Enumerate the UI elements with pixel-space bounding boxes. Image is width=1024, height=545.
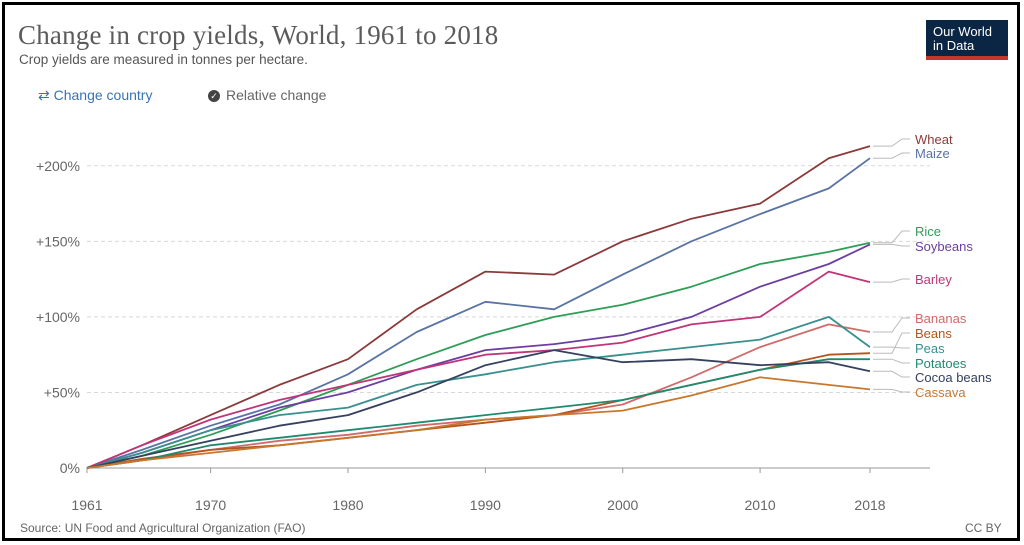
- label-connector: [873, 388, 910, 393]
- series-line-beans: [86, 352, 871, 469]
- label-connector: [873, 230, 910, 244]
- series-label: Soybeans: [915, 239, 973, 254]
- series-line-rice: [86, 241, 871, 469]
- series-label: Peas: [915, 341, 945, 356]
- y-tick-label: +50%: [44, 384, 80, 400]
- label-connector: [873, 138, 910, 147]
- logo-line-1: Our World: [933, 24, 992, 39]
- x-tick-label: 2018: [854, 497, 885, 513]
- label-connector: [873, 332, 910, 354]
- x-tick-label: 1970: [195, 497, 226, 513]
- series-label: Beans: [915, 326, 952, 341]
- series-label: Potatoes: [915, 356, 967, 371]
- y-tick-label: +100%: [36, 309, 80, 325]
- x-tick-label: 1990: [470, 497, 501, 513]
- change-country-button[interactable]: ⇄ Change country: [38, 87, 152, 104]
- logo-line-2: in Data: [933, 38, 975, 53]
- series-label: Wheat: [915, 132, 953, 147]
- change-country-label: Change country: [53, 87, 153, 103]
- label-connector: [873, 152, 910, 159]
- series-line-peas: [86, 315, 871, 469]
- x-tick-label: 2010: [745, 497, 776, 513]
- x-tick-label: 1980: [332, 497, 363, 513]
- relative-change-toggle[interactable]: ✓ Relative change: [208, 87, 326, 103]
- license-link[interactable]: CC BY: [965, 521, 1002, 535]
- x-tick-label: 1961: [71, 497, 102, 513]
- y-tick-label: +200%: [36, 158, 80, 174]
- series-label: Maize: [915, 146, 950, 161]
- chart-title: Change in crop yields, World, 1961 to 20…: [18, 20, 499, 50]
- series-label: Cassava: [915, 385, 966, 400]
- y-tick-label: +150%: [36, 233, 80, 249]
- series-line-maize: [86, 157, 871, 469]
- series-line-wheat: [86, 145, 871, 469]
- label-connector: [873, 346, 910, 349]
- series-line-cocoa-beans: [86, 349, 871, 469]
- label-connector: [873, 278, 910, 283]
- series-label: Bananas: [915, 311, 967, 326]
- series-label: Barley: [915, 272, 952, 287]
- source-note: Source: UN Food and Agricultural Organiz…: [20, 521, 306, 535]
- owid-logo[interactable]: Our World in Data: [926, 20, 1008, 60]
- series-line-barley: [86, 270, 871, 469]
- chart-subtitle: Crop yields are measured in tonnes per h…: [19, 52, 308, 67]
- series-label: Rice: [915, 224, 941, 239]
- checkmark-icon: ✓: [208, 90, 220, 102]
- x-tick-label: 2000: [607, 497, 638, 513]
- label-connector: [873, 243, 910, 247]
- swap-arrows-icon: ⇄: [38, 87, 50, 103]
- relative-change-label: Relative change: [226, 87, 327, 103]
- y-tick-label: 0%: [60, 460, 80, 476]
- label-connector: [873, 370, 910, 378]
- series-line-cassava: [86, 376, 871, 469]
- label-connector: [873, 317, 910, 333]
- series-label: Cocoa beans: [915, 370, 992, 385]
- label-connector: [873, 358, 910, 364]
- series-line-potatoes: [86, 358, 870, 469]
